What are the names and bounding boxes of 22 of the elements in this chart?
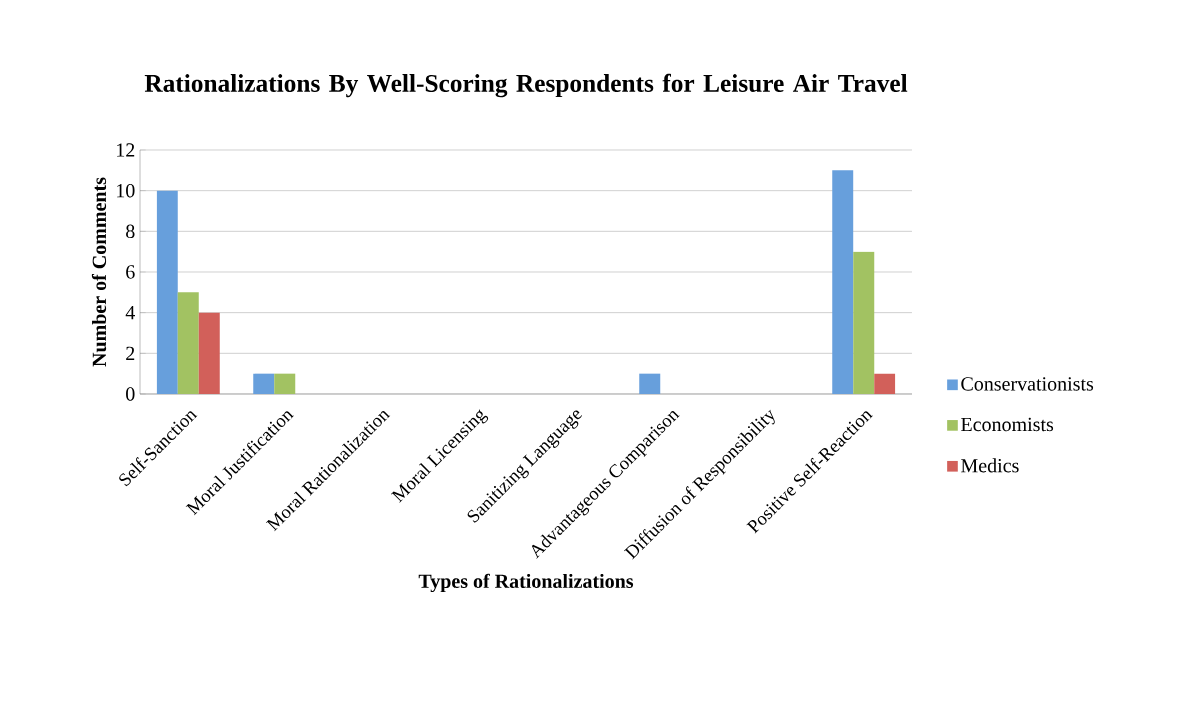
y-axis-title: Number of Comments [91, 177, 107, 367]
chart-title: Rationalizations By Well-Scoring Respondents for Leisure Air Travel [144, 73, 908, 98]
legend-label: Medics [961, 458, 1019, 473]
y-tick-label: 6 [126, 265, 135, 279]
bar [874, 373, 896, 394]
y-tick-label: 10 [117, 183, 135, 198]
y-tick-label: 12 [117, 143, 135, 157]
bar [177, 292, 199, 394]
bar [253, 373, 275, 394]
bar [853, 251, 875, 394]
legend-label: Economists [961, 417, 1054, 432]
bar [274, 373, 296, 394]
y-tick-label: 2 [126, 346, 135, 360]
x-axis-title: Types of Rationalizations [418, 573, 634, 593]
bar [639, 373, 661, 394]
y-tick-label: 0 [126, 387, 135, 401]
bar [832, 170, 854, 394]
bar [198, 312, 220, 394]
y-tick-label: 4 [125, 306, 135, 320]
legend-label: Conservationists [961, 377, 1094, 391]
bar [156, 190, 178, 394]
y-tick-label: 8 [126, 224, 135, 239]
